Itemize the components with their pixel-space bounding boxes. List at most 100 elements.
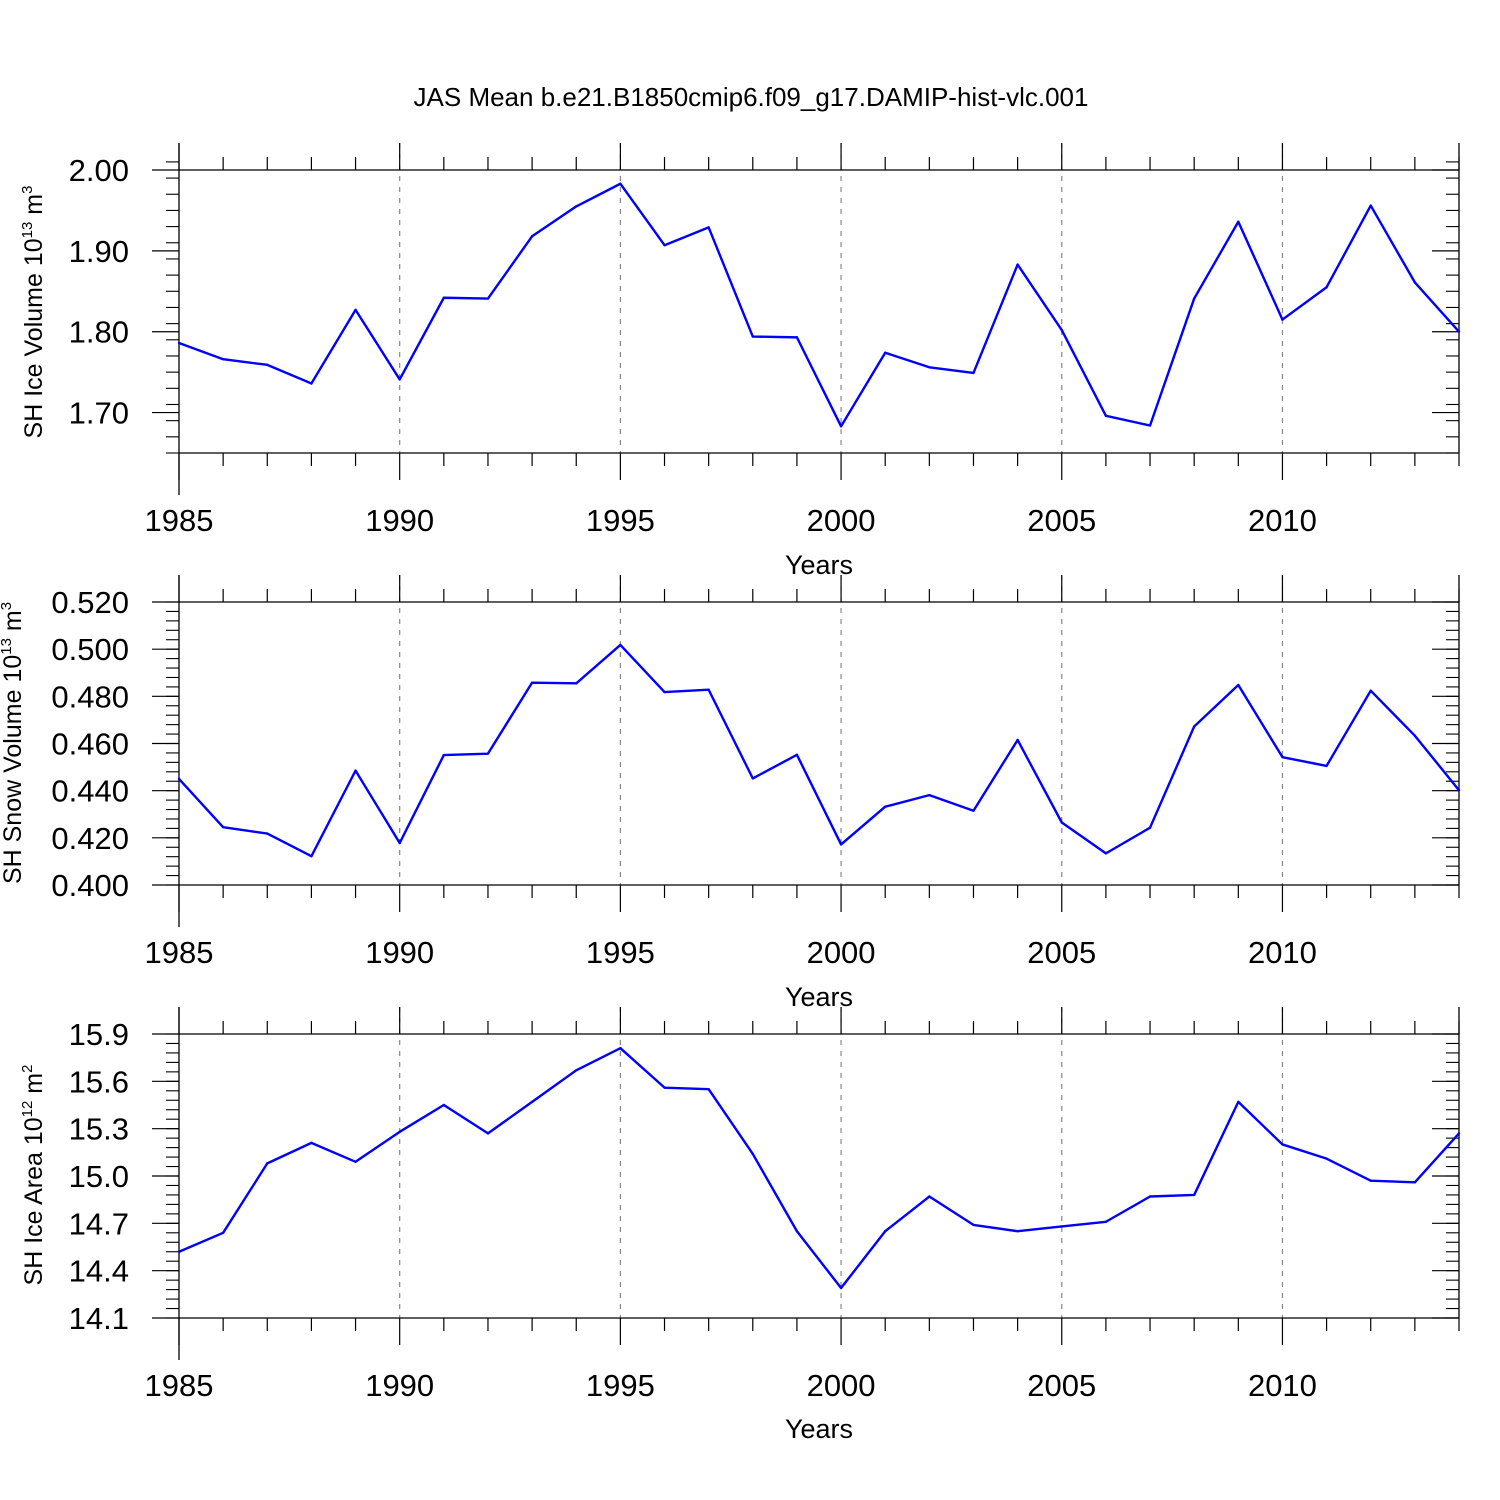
data-point [928, 366, 931, 369]
y-axis-label-text: SH Ice Area 10 [20, 1117, 48, 1285]
data-point [972, 809, 975, 812]
data-point [575, 682, 578, 685]
data-point [442, 1103, 446, 1107]
data-point [1060, 821, 1063, 824]
y-tick-label: 15.9 [69, 1017, 129, 1052]
data-point [1325, 286, 1328, 289]
y-axis-label-superscript: 2 [19, 1065, 36, 1073]
data-point [795, 1230, 799, 1233]
y-axis-label-text: m [0, 610, 27, 638]
y-axis-label: SH Ice Volume 1013 m3 [19, 186, 48, 439]
data-point [266, 363, 269, 367]
data-point [530, 1100, 534, 1104]
data-point [1192, 725, 1196, 728]
series-line [178, 1046, 1460, 1290]
y-tick-label: 0.420 [51, 821, 129, 856]
x-tick-label: 2010 [1248, 935, 1317, 970]
data-point [354, 308, 357, 312]
x-tick-label: 2000 [807, 503, 876, 538]
data-point [619, 1047, 622, 1050]
y-tick-label: 1.90 [69, 234, 129, 269]
y-axis-label-text: m [20, 194, 48, 222]
y-axis-label-text: m [20, 1073, 48, 1101]
x-axis-label: Years [785, 550, 853, 580]
y-tick-label: 14.4 [69, 1254, 129, 1289]
data-point [1148, 826, 1152, 829]
y-tick-label: 14.1 [69, 1301, 129, 1336]
y-tick-label: 2.00 [69, 153, 129, 188]
x-tick-label: 1995 [586, 935, 655, 970]
chart-panel-2: 1985 1990 1995 2000 2005 2010 Years 0.400 0.420 0… [0, 575, 1461, 1012]
x-tick-label: 2000 [807, 1368, 876, 1403]
chart-panel-1: 1985 1990 1995 2000 2005 2010 Years 1.70 1.80 1.9… [19, 143, 1461, 580]
data-point [575, 1069, 578, 1072]
data-point [221, 358, 225, 361]
series-line [178, 643, 1460, 858]
data-point [310, 382, 313, 385]
x-tick-label: 1990 [365, 935, 434, 970]
data-point [884, 351, 887, 354]
data-point [972, 1223, 975, 1227]
data-point [1192, 297, 1196, 300]
y-tick-label: 15.0 [69, 1159, 129, 1194]
data-point [1413, 1181, 1417, 1184]
data-point [1457, 1132, 1461, 1135]
x-tick-label: 1985 [145, 935, 214, 970]
y-tick-label: 1.70 [69, 396, 129, 431]
x-tick-label: 1990 [365, 1368, 434, 1403]
y-axis-label: SH Snow Volume 1013 m3 [0, 602, 27, 884]
x-tick-label: 1985 [145, 503, 214, 538]
data-point [1060, 1225, 1063, 1228]
data-point [442, 296, 446, 299]
data-point [839, 425, 843, 428]
y-axis-label-superscript: 12 [19, 1101, 36, 1118]
data-point [619, 182, 622, 185]
data-point [663, 243, 666, 247]
data-point [1457, 330, 1461, 333]
y-axis-label-superscript: 13 [0, 638, 15, 655]
data-point [530, 681, 534, 684]
data-point [398, 1130, 401, 1134]
data-point [1104, 1220, 1108, 1223]
data-point [1104, 852, 1108, 855]
data-point [1369, 689, 1372, 692]
data-point [663, 690, 666, 694]
data-point [1237, 683, 1240, 687]
y-tick-label: 1.80 [69, 315, 129, 350]
y-tick-label: 14.7 [69, 1206, 129, 1241]
data-point [928, 1195, 931, 1198]
data-point [398, 841, 401, 845]
data-point [928, 793, 931, 797]
x-axis-label: Years [785, 1414, 853, 1444]
data-point [795, 753, 799, 757]
data-point [1325, 764, 1328, 768]
data-point [1237, 220, 1240, 223]
x-tick-label: 2000 [807, 935, 876, 970]
data-point [1016, 263, 1019, 266]
x-tick-label: 1985 [145, 1368, 214, 1403]
x-tick-label: 2010 [1248, 1368, 1317, 1403]
data-point [795, 336, 799, 339]
data-point [1281, 1143, 1284, 1146]
data-point [884, 1230, 887, 1233]
data-point [575, 205, 578, 208]
data-point [707, 1088, 710, 1091]
y-axis-label: SH Ice Area 1012 m2 [19, 1065, 48, 1286]
data-point [1148, 1195, 1152, 1198]
data-point [751, 1152, 754, 1156]
y-tick-label: 15.6 [69, 1064, 129, 1099]
chart-panel-3: 1985 1990 1995 2000 2005 2010 Years 14.1 14.4 14.… [19, 1007, 1461, 1444]
x-tick-label: 2010 [1248, 503, 1317, 538]
data-point [398, 378, 401, 381]
y-axis-label-superscript: 3 [19, 186, 36, 194]
data-point [177, 341, 181, 345]
y-axis-label-superscript: 3 [0, 602, 15, 610]
x-tick-label: 1990 [365, 503, 434, 538]
data-point [266, 832, 269, 835]
x-tick-label: 2005 [1027, 503, 1096, 538]
data-point [1281, 755, 1284, 759]
data-point [354, 769, 357, 772]
data-point [751, 777, 754, 780]
data-point [354, 1160, 357, 1164]
